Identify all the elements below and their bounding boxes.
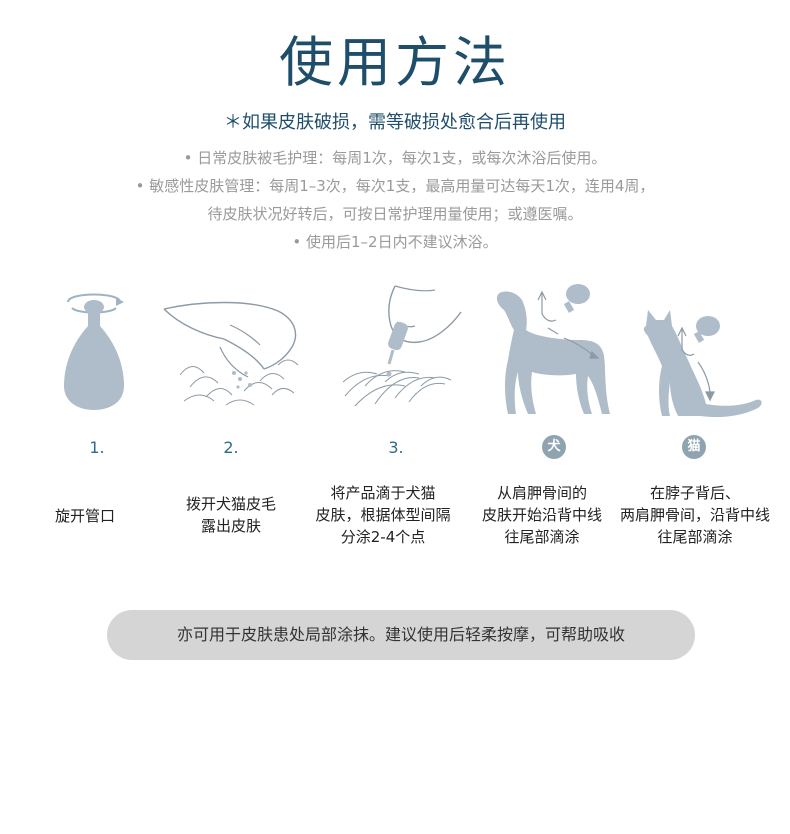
cat-silhouette-icon (643, 310, 762, 418)
step-2-text: 拨开犬猫皮毛 露出皮肤 (185, 495, 276, 535)
applying-drops-icon (342, 285, 462, 407)
guidance-bathing: • 使用后1–2日内不建议沐浴。 (292, 233, 498, 251)
step-cat-text: 在脖子背后、 两肩胛骨间，沿背中线 往尾部滴涂 (619, 484, 770, 546)
step-dog-text: 从肩胛骨间的 皮肤开始沿背中线 往尾部滴涂 (481, 484, 602, 546)
dog-silhouette-icon (496, 284, 610, 414)
cat-badge: 猫 (682, 435, 706, 459)
step-number-1: 1. (89, 438, 105, 457)
hand-parting-fur-icon (163, 301, 299, 406)
guidance-sensitive-skin-cont: 待皮肤状况好转后，可按日常护理用量使用；或遵医嘱。 (207, 205, 583, 223)
damaged-skin-warning: ＊如果皮肤破损，需等破损处愈合后再使用 (224, 112, 566, 133)
step-3-text: 将产品滴于犬猫 皮肤，根据体型间隔 分涂2-4个点 (315, 484, 451, 546)
guidance-sensitive-skin: • 敏感性皮肤管理：每周1–3次，每次1支，最高用量可达每天1次，连用4周， (135, 177, 655, 195)
guidance-daily-care: • 日常皮肤被毛护理：每周1次，每次1支，或每次沐浴后使用。 (183, 149, 607, 167)
dog-badge: 犬 (542, 435, 566, 459)
bottle-twist-icon (64, 293, 124, 410)
page-title: 使用方法 (279, 31, 511, 94)
step-number-2: 2. (223, 438, 239, 457)
massage-note: 亦可用于皮肤患处局部涂抹。建议使用后轻柔按摩，可帮助吸收 (107, 610, 695, 660)
step-number-3: 3. (388, 438, 404, 457)
step-1-text: 旋开管口 (54, 507, 115, 525)
